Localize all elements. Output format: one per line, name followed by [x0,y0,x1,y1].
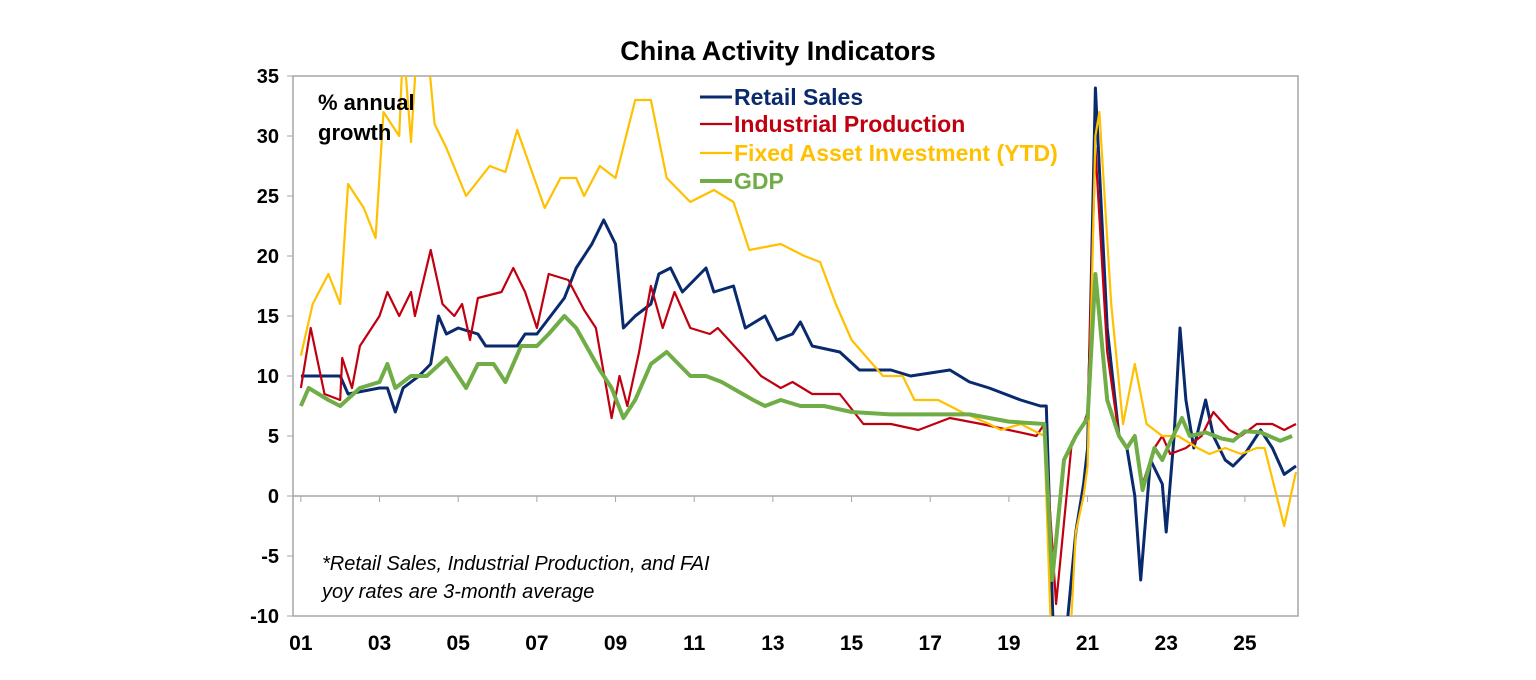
series-line-2 [404,75,417,144]
x-tick-label: 05 [447,632,471,655]
x-tick-label: 19 [997,632,1020,655]
footnote: *Retail Sales, Industrial Production, an… [320,553,715,603]
series-line-3 [299,272,1293,582]
legend-label: GDP [734,168,784,194]
y-tick-label: 35 [257,66,279,88]
legend-label: Retail Sales [734,84,863,110]
x-tick-label: 23 [1155,632,1178,655]
x-tick-label: 03 [368,632,391,655]
y-tick-label: 30 [257,126,279,148]
y-tick-label: -10 [250,606,279,628]
series-line-2 [429,75,1052,617]
y-tick-label: 0 [268,486,279,508]
x-tick-label: 13 [761,632,784,655]
x-tick-label: 09 [604,632,627,655]
y-tick-label: 25 [257,186,279,208]
x-tick-label: 17 [919,632,942,655]
x-tick-label: 25 [1233,632,1257,655]
x-tick-label: 15 [840,632,864,655]
x-tick-label: 21 [1076,632,1100,655]
series-line-2 [299,75,403,356]
y-tick-label: 20 [257,246,279,268]
y-tick-label: 5 [268,426,279,448]
legend-label: Industrial Production [734,111,965,137]
plot-area [292,75,1299,617]
x-tick-label: 07 [525,632,548,655]
legend-label: Fixed Asset Investment (YTD) [734,140,1058,166]
y-tick-label: 10 [257,366,279,388]
x-tick-label: 11 [683,632,706,655]
y-axis-label: % annual growth [318,90,415,145]
chart-title: China Activity Indicators [620,36,936,66]
x-tick-label: 01 [289,632,313,655]
y-tick-label: 15 [257,306,279,328]
y-tick-label: -5 [261,546,279,568]
